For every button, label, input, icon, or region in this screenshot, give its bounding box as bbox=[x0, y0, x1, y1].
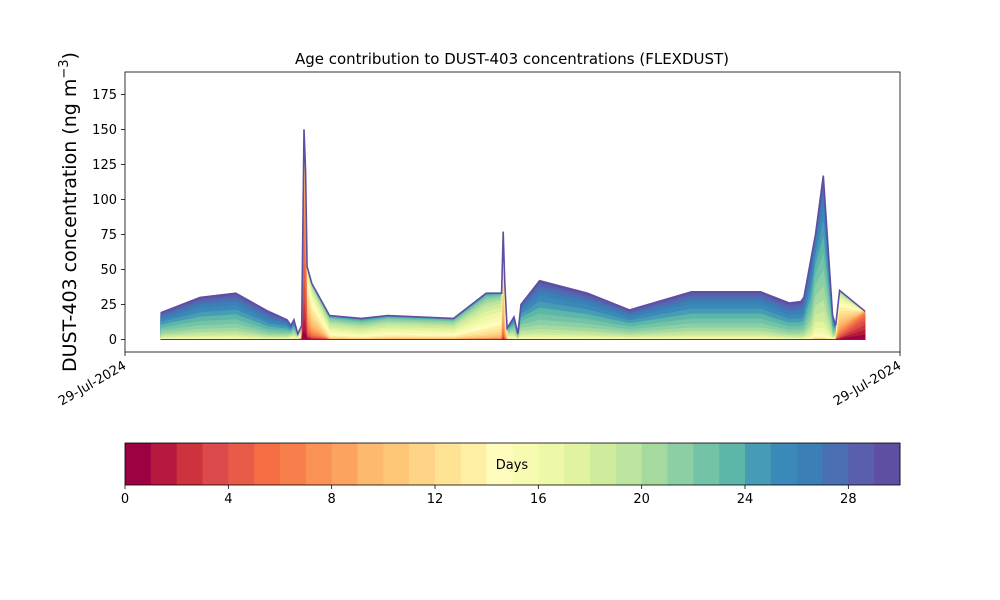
colorbar-axis: 0 4 8 12 16 20 24 28 bbox=[121, 485, 857, 507]
colorbar-bin-14 bbox=[486, 443, 513, 485]
colorbar-bin-0 bbox=[125, 443, 152, 485]
y-tick-label: 125 bbox=[92, 158, 117, 173]
colorbar-bin-16 bbox=[538, 443, 565, 485]
colorbar-bin-2 bbox=[176, 443, 203, 485]
colorbar-bin-1 bbox=[150, 443, 178, 485]
colorbar-bin-24 bbox=[745, 443, 772, 485]
y-tick-label: 25 bbox=[100, 298, 117, 313]
colorbar-bin-21 bbox=[667, 443, 694, 485]
colorbar-bin-5 bbox=[254, 443, 281, 485]
colorbar-tick-label: 12 bbox=[427, 492, 444, 507]
colorbar-bin-6 bbox=[280, 443, 307, 485]
y-tick-label: 75 bbox=[100, 228, 117, 243]
colorbar-bin-19 bbox=[615, 443, 643, 485]
colorbar-bin-22 bbox=[693, 443, 720, 485]
colorbar-tick-label: 20 bbox=[633, 492, 650, 507]
colorbar-bin-15 bbox=[512, 443, 539, 485]
colorbar-frame bbox=[124, 442, 901, 486]
colorbar-bin-9 bbox=[357, 443, 384, 485]
y-tick-label: 50 bbox=[100, 263, 117, 278]
colorbar-bin-28 bbox=[848, 443, 875, 485]
total-concentration-line bbox=[160, 129, 866, 337]
plot-frame bbox=[124, 71, 901, 353]
colorbar-label: Days bbox=[496, 458, 529, 473]
colorbar-bin-17 bbox=[564, 443, 591, 485]
colorbar-bin-13 bbox=[460, 443, 488, 485]
colorbar-bin-10 bbox=[383, 443, 410, 485]
y-tick-label: 0 bbox=[109, 333, 117, 348]
colorbar-tick-label: 4 bbox=[224, 492, 232, 507]
colorbar-bin-11 bbox=[409, 443, 436, 485]
y-axis-label: DUST-403 concentration (ng m−3) bbox=[57, 52, 81, 372]
colorbar-bin-20 bbox=[641, 443, 668, 485]
chart-title: Age contribution to DUST-403 concentrati… bbox=[295, 50, 729, 68]
colorbar-bin-12 bbox=[435, 443, 462, 485]
y-axis: 0 25 50 75 100 125 150 175 bbox=[92, 88, 125, 348]
y-tick-label: 175 bbox=[92, 88, 117, 103]
colorbar-bin-8 bbox=[331, 443, 358, 485]
colorbar-tick-label: 8 bbox=[328, 492, 336, 507]
colorbar-tick-label: 0 bbox=[121, 492, 129, 507]
colorbar-bin-4 bbox=[228, 443, 255, 485]
x-tick-label: 29-Jul-2024 bbox=[831, 358, 904, 409]
colorbar-bin-25 bbox=[770, 443, 798, 485]
colorbar-tick-label: 24 bbox=[737, 492, 754, 507]
colorbar-tick-label: 16 bbox=[530, 492, 547, 507]
x-axis: 29-Jul-2024 29-Jul-2024 bbox=[56, 352, 904, 409]
y-tick-label: 150 bbox=[92, 123, 117, 138]
colorbar-tick-label: 28 bbox=[840, 492, 857, 507]
colorbar-bin-3 bbox=[202, 443, 229, 485]
colorbar-bin-7 bbox=[305, 443, 333, 485]
y-tick-label: 100 bbox=[92, 193, 117, 208]
colorbar-bin-27 bbox=[822, 443, 849, 485]
colorbar-bin-18 bbox=[590, 443, 617, 485]
stacked-area-layers bbox=[160, 129, 866, 340]
age-layer-0 bbox=[160, 329, 866, 340]
colorbar-bin-23 bbox=[719, 443, 746, 485]
colorbar-bin-26 bbox=[796, 443, 823, 485]
age-layer-25 bbox=[160, 129, 866, 340]
colorbar-bin-29 bbox=[874, 443, 901, 485]
colorbar bbox=[125, 443, 901, 485]
